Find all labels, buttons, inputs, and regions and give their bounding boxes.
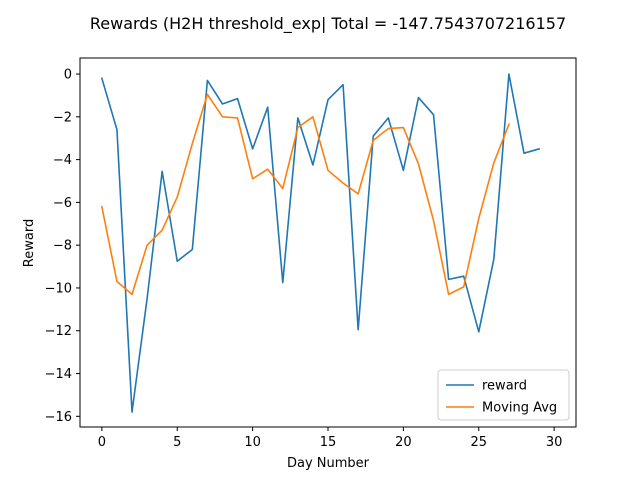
x-tick-label: 20: [395, 435, 412, 450]
y-tick-label: −14: [45, 367, 72, 382]
y-tick-label: −12: [45, 324, 72, 339]
x-tick-label: 10: [244, 435, 261, 450]
series-line-moving-avg: [100, 93, 510, 296]
y-tick-label: −2: [53, 110, 72, 125]
x-tick-label: 15: [320, 435, 337, 450]
legend-label-reward: reward: [482, 379, 527, 394]
axes: 0 5 10 15 20 25 30 0 −2 −4 −6 −8 −10 −12 −14 −16: [45, 68, 563, 450]
y-tick-label: 0: [64, 68, 72, 83]
x-tick-label: 0: [98, 435, 106, 450]
legend: reward Moving Avg: [437, 369, 570, 421]
x-axis-label: Day Number: [287, 456, 370, 471]
y-axis-label: Reward: [22, 219, 37, 267]
y-tick-label: −8: [53, 239, 72, 254]
x-tick-label: 25: [470, 435, 487, 450]
plot-area: [100, 73, 541, 413]
x-tick-label: 30: [546, 435, 563, 450]
y-tick-label: −16: [45, 410, 72, 425]
y-tick-label: −10: [45, 281, 72, 296]
chart-title: Rewards (H2H threshold_exp| Total = -147…: [90, 14, 566, 34]
series-line-reward: [100, 73, 541, 413]
legend-label-moving-avg: Moving Avg: [482, 401, 557, 416]
x-tick-label: 5: [173, 435, 181, 450]
y-tick-label: −4: [53, 153, 72, 168]
y-tick-label: −6: [53, 196, 72, 211]
